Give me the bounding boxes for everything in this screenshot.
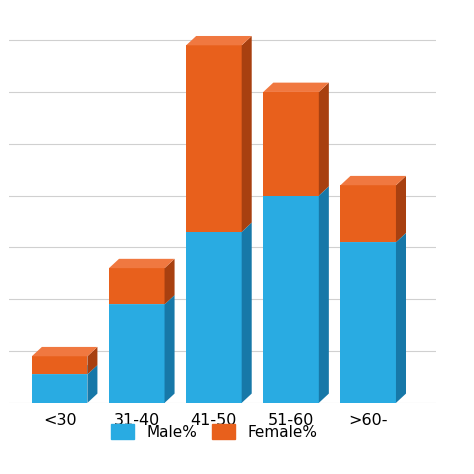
Polygon shape	[340, 242, 396, 403]
Polygon shape	[263, 196, 319, 403]
Polygon shape	[164, 259, 174, 304]
Polygon shape	[340, 176, 406, 185]
Polygon shape	[186, 232, 242, 403]
Polygon shape	[87, 347, 98, 374]
Polygon shape	[32, 356, 87, 374]
Polygon shape	[319, 186, 329, 403]
Polygon shape	[340, 185, 396, 242]
Polygon shape	[87, 365, 98, 403]
Legend: Male%, Female%: Male%, Female%	[105, 418, 324, 446]
Polygon shape	[32, 347, 98, 356]
Polygon shape	[263, 186, 329, 196]
Polygon shape	[109, 259, 174, 268]
Polygon shape	[263, 82, 329, 92]
Polygon shape	[109, 268, 164, 304]
Polygon shape	[109, 304, 164, 403]
Polygon shape	[242, 36, 252, 232]
Polygon shape	[186, 223, 252, 232]
Polygon shape	[186, 36, 252, 46]
Polygon shape	[109, 295, 174, 304]
Polygon shape	[32, 365, 98, 374]
Polygon shape	[396, 233, 406, 403]
Polygon shape	[32, 374, 87, 403]
Polygon shape	[263, 92, 319, 196]
Polygon shape	[186, 46, 242, 232]
Polygon shape	[319, 82, 329, 196]
Polygon shape	[340, 233, 406, 242]
Polygon shape	[164, 295, 174, 403]
Polygon shape	[396, 176, 406, 242]
Polygon shape	[242, 223, 252, 403]
